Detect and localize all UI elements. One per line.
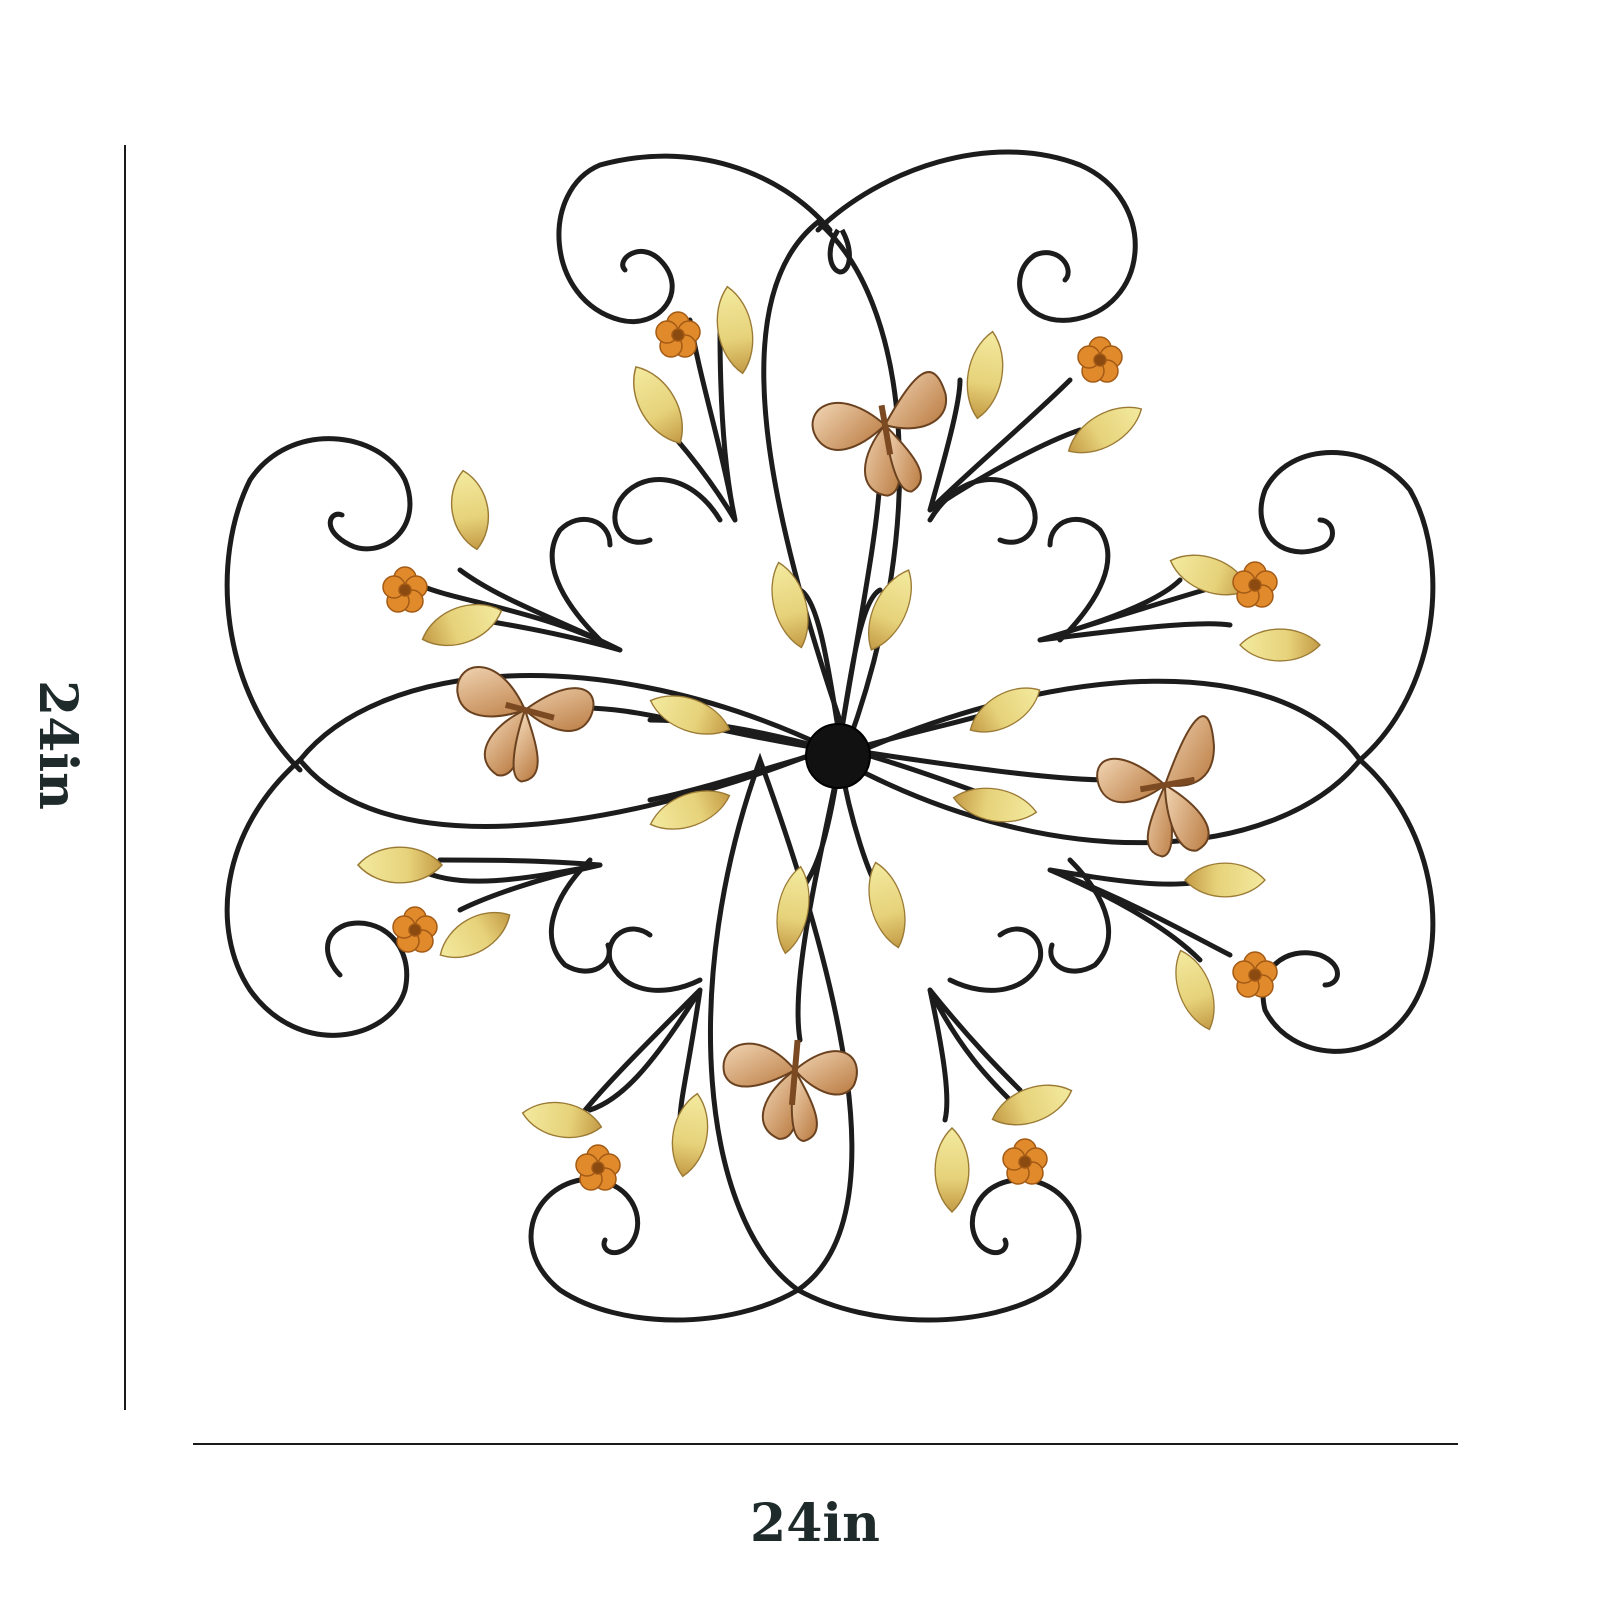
leaf-icon [966,330,1004,420]
hanging-hook-icon [827,228,852,275]
stems-bottom-right [927,987,1023,1123]
leaf-icon [1067,406,1143,454]
leaf-icon [991,1084,1073,1126]
flower-icon [382,566,428,613]
leaf-icon [1175,949,1215,1031]
leaf-icon [356,846,444,884]
leaf-icon [1239,628,1321,662]
leaf-icon [934,1126,970,1214]
flower-icon [1077,336,1123,383]
flower-icon [392,906,438,953]
width-dimension-label: 24in [750,1493,880,1554]
leaf-icon [969,687,1041,733]
stems-top-right [927,377,1083,513]
scroll-left-bottom [224,757,410,1038]
flowers [382,311,1278,1191]
scroll-top-right [815,149,1138,323]
wire-frame [224,149,1436,1323]
leaf-icon [716,285,754,375]
stems-bottom-left [567,987,703,1133]
petal-loop-bottom [708,752,855,1294]
leaf-icon [868,861,906,949]
butterfly-icon [456,666,595,783]
curl-bottom-right [947,926,1044,993]
leaves [356,285,1321,1214]
leaf-icon [649,790,731,830]
curl-left-bottom [548,857,612,974]
flower-icon [1232,951,1278,998]
stems-left-bottom [417,857,603,913]
leaf-icon [868,569,912,651]
butterfly-icon [811,371,947,497]
scroll-right-top [1258,450,1436,763]
butterflies [456,371,1215,1143]
leaf-icon [633,365,683,445]
butterfly-icon [1096,715,1215,858]
scroll-left-top [224,436,413,773]
leaf-icon [771,561,809,649]
leaf-icon [521,1101,603,1139]
leaf-icon [439,911,511,959]
scroll-top-left [556,153,833,324]
curl-top-right [927,477,1038,545]
leaf-icon [450,469,490,551]
width-dimension-line [193,1443,1458,1445]
flower-icon [1232,561,1278,608]
leaf-icon [649,695,731,735]
flower-icon [655,311,701,358]
leaf-icon [671,1092,709,1178]
scroll-bottom-right [795,1177,1082,1323]
scroll-bottom-left [528,1177,801,1323]
height-dimension-line [124,145,126,1410]
scroll-right-bottom [1260,757,1436,1054]
leaf-icon [952,787,1038,823]
flower-icon [575,1144,621,1191]
leaf-icon [776,865,810,955]
curl-right-top [1047,516,1111,643]
center-boss [805,723,871,789]
leaf-icon [1184,862,1266,898]
butterfly-icon [722,1039,858,1143]
curl-bottom-left [606,926,703,993]
curl-top-left [612,477,723,545]
leaf-icon [421,603,503,647]
curl-left-top [549,516,613,643]
flower-icon [1002,1138,1048,1185]
